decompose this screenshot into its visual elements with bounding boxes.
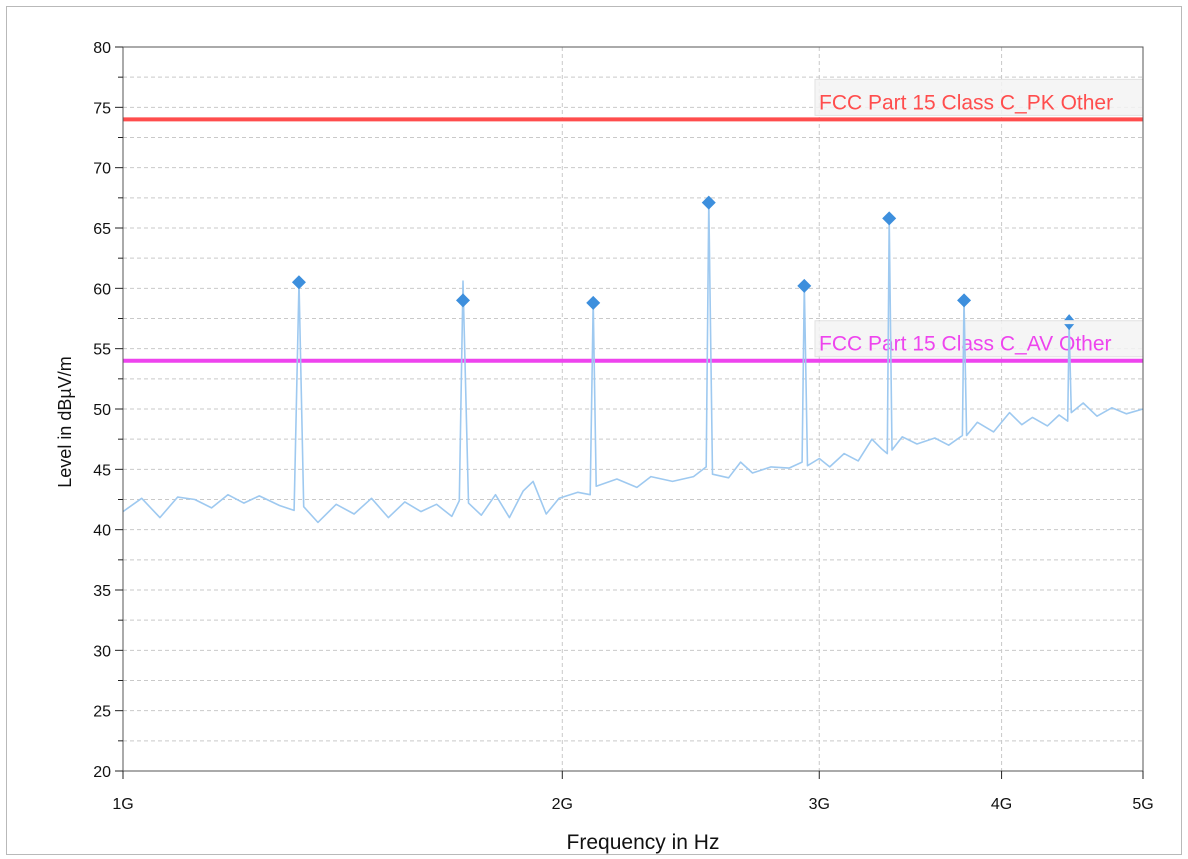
- x-tick-label: 3G: [809, 796, 830, 813]
- y-tick-label: 80: [93, 40, 111, 57]
- x-tick-label: 2G: [552, 796, 573, 813]
- x-axis-label: Frequency in Hz: [567, 831, 720, 854]
- peak-markers: [291, 195, 1075, 331]
- peak-marker-down: [1064, 324, 1075, 331]
- peak-marker: [797, 278, 812, 293]
- y-tick-label: 70: [93, 161, 111, 178]
- y-tick-label: 65: [93, 221, 111, 238]
- y-axis-label: Level in dBµV/m: [55, 356, 75, 487]
- peak-marker: [701, 195, 716, 210]
- x-tick-label: 4G: [991, 796, 1012, 813]
- chart-frame: FCC Part 15 Class C_PK Other FCC Part 15 …: [6, 6, 1182, 855]
- y-tick-label: 50: [93, 402, 111, 419]
- peak-marker: [882, 211, 897, 226]
- y-tick-label: 55: [93, 342, 111, 359]
- limit-label-box: [814, 320, 1144, 358]
- spectrum-line: [122, 200, 1144, 524]
- plot-border: [122, 46, 1144, 772]
- peak-marker: [957, 293, 972, 308]
- peak-marker: [456, 293, 471, 308]
- y-tick-label: 75: [93, 100, 111, 117]
- peak-marker-up: [1064, 314, 1075, 321]
- limit-label: FCC Part 15 Class C_PK Other: [819, 91, 1113, 114]
- grid: [122, 46, 1144, 772]
- y-tick-label: 20: [93, 764, 111, 781]
- y-tick-label: 45: [93, 462, 111, 479]
- x-tick-label: 5G: [1132, 796, 1153, 813]
- y-tick-label: 60: [93, 281, 111, 298]
- y-tick-label: 25: [93, 704, 111, 721]
- axes: 20 25 30 35 40 45 50 55 60 65 70 75 80 1G 2G 3G 4G 5G: [93, 40, 1153, 813]
- peak-marker: [586, 295, 601, 310]
- x-tick-label: 1G: [112, 796, 133, 813]
- spectrum-trace: [122, 200, 1144, 524]
- peak-marker: [291, 275, 306, 290]
- y-tick-label: 30: [93, 643, 111, 660]
- y-tick-label: 35: [93, 583, 111, 600]
- y-tick-label: 40: [93, 523, 111, 540]
